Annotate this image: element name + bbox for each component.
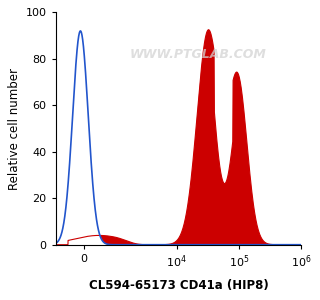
X-axis label: CL594-65173 CD41a (HIP8): CL594-65173 CD41a (HIP8)	[89, 279, 268, 292]
Y-axis label: Relative cell number: Relative cell number	[8, 68, 21, 190]
Text: WWW.PTGLAB.COM: WWW.PTGLAB.COM	[130, 48, 267, 61]
